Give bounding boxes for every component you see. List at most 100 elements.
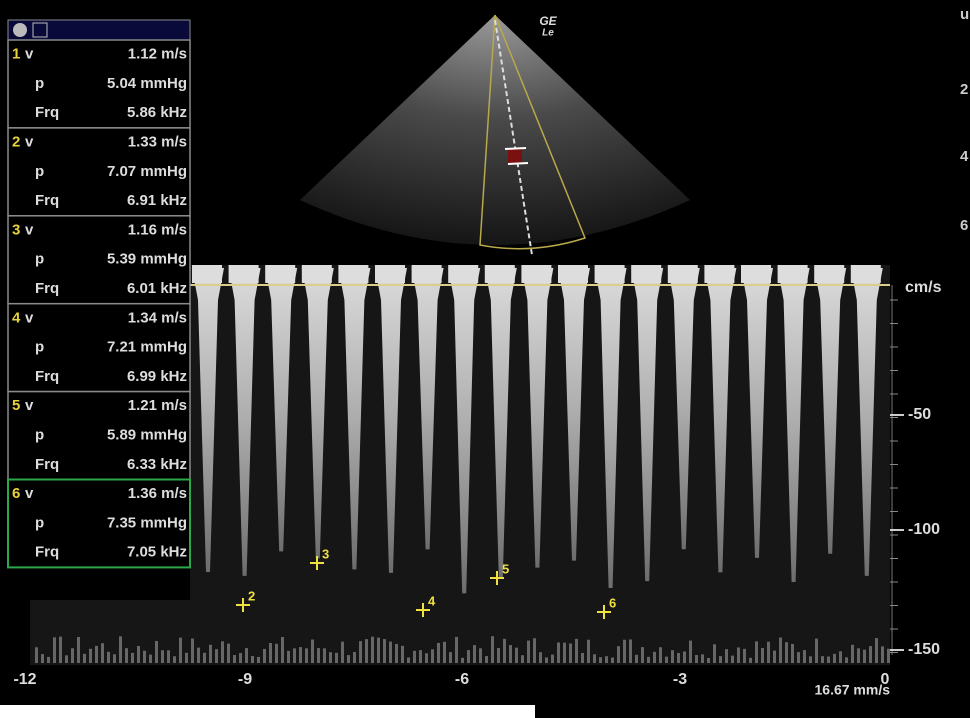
noise	[857, 648, 860, 663]
noise	[821, 656, 824, 663]
noise	[305, 648, 308, 663]
page: Doppler spectrum html, body { margin: 0;…	[0, 0, 970, 718]
noise	[167, 650, 170, 663]
noise	[653, 652, 656, 663]
noise	[485, 656, 488, 663]
measurement-value: 7.35 mmHg	[107, 514, 187, 531]
noise	[311, 640, 314, 663]
measurement-label: Frq	[35, 192, 59, 209]
noise	[323, 648, 326, 663]
noise	[383, 639, 386, 663]
noise	[269, 643, 272, 663]
noise	[461, 658, 464, 663]
noise	[671, 650, 674, 663]
gate-mark	[505, 148, 526, 149]
noise	[455, 637, 458, 663]
measurement-value: 7.07 mmHg	[107, 163, 187, 180]
noise	[647, 657, 650, 663]
noise	[113, 654, 116, 663]
depth-label: 4	[960, 148, 969, 165]
depth-label: 6	[960, 217, 968, 234]
noise	[389, 642, 392, 663]
measurement-label: Frq	[35, 280, 59, 297]
noise	[761, 648, 764, 663]
noise	[143, 651, 146, 663]
noise	[587, 640, 590, 663]
marker-label: 4	[428, 593, 436, 608]
noise	[137, 646, 140, 663]
noise	[629, 639, 632, 663]
top-band	[704, 265, 734, 283]
noise	[707, 658, 710, 663]
noise	[245, 648, 248, 663]
noise	[803, 650, 806, 663]
noise	[317, 648, 320, 663]
measurement-label: v	[25, 397, 34, 414]
sweep-speed: 16.67 mm/s	[815, 682, 891, 698]
measurement-label: p	[35, 427, 44, 444]
measurement-index: 5	[12, 397, 20, 414]
measurement-label: p	[35, 339, 44, 356]
noise	[77, 637, 80, 663]
noise	[107, 652, 110, 663]
noise	[725, 649, 728, 663]
measurement-value: 6.01 kHz	[127, 280, 187, 297]
time-label: -6	[455, 671, 469, 688]
noise	[479, 648, 482, 663]
noise	[749, 658, 752, 663]
noise	[341, 642, 344, 663]
noise	[359, 641, 362, 663]
top-band	[302, 265, 332, 283]
measurement-label: v	[25, 221, 34, 238]
measurement-value: 1.16 m/s	[128, 221, 187, 238]
time-label: -12	[13, 671, 36, 688]
noise	[35, 647, 38, 663]
noise	[251, 656, 254, 663]
noise	[449, 652, 452, 663]
top-band	[192, 265, 222, 283]
noise	[551, 655, 554, 663]
logo: Le	[542, 28, 554, 39]
measurement-value: 1.12 m/s	[128, 46, 187, 63]
noise	[545, 657, 548, 663]
noise	[539, 652, 542, 663]
measurement-label: v	[25, 309, 34, 326]
noise	[371, 637, 374, 663]
depth-label: 2	[960, 81, 968, 98]
noise	[809, 656, 812, 663]
measurement-label: Frq	[35, 544, 59, 561]
noise	[191, 639, 194, 663]
noise	[689, 641, 692, 663]
measurement-index: 3	[12, 221, 20, 238]
noise	[287, 651, 290, 663]
noise	[869, 646, 872, 663]
noise	[365, 639, 368, 663]
noise	[401, 646, 404, 663]
noise	[209, 645, 212, 663]
measurement-value: 5.39 mmHg	[107, 251, 187, 268]
noise	[767, 642, 770, 663]
measurement-label: Frq	[35, 368, 59, 385]
measurement-label: p	[35, 514, 44, 531]
noise	[407, 657, 410, 663]
measurement-value: 6.99 kHz	[127, 368, 187, 385]
noise	[833, 654, 836, 663]
noise	[335, 653, 338, 663]
noise	[659, 647, 662, 663]
noise	[161, 650, 164, 663]
noise	[101, 643, 104, 663]
status-icon	[13, 23, 27, 37]
noise	[851, 645, 854, 663]
measurement-index: 4	[12, 309, 21, 326]
depth-label: u	[960, 6, 969, 23]
noise	[293, 648, 296, 663]
measurement-label: v	[25, 46, 34, 63]
noise	[773, 651, 776, 663]
noise	[71, 648, 74, 663]
noise	[683, 651, 686, 663]
noise	[845, 657, 848, 663]
top-band	[448, 265, 478, 283]
noise	[299, 647, 302, 663]
noise	[623, 640, 626, 663]
top-band	[338, 265, 368, 283]
